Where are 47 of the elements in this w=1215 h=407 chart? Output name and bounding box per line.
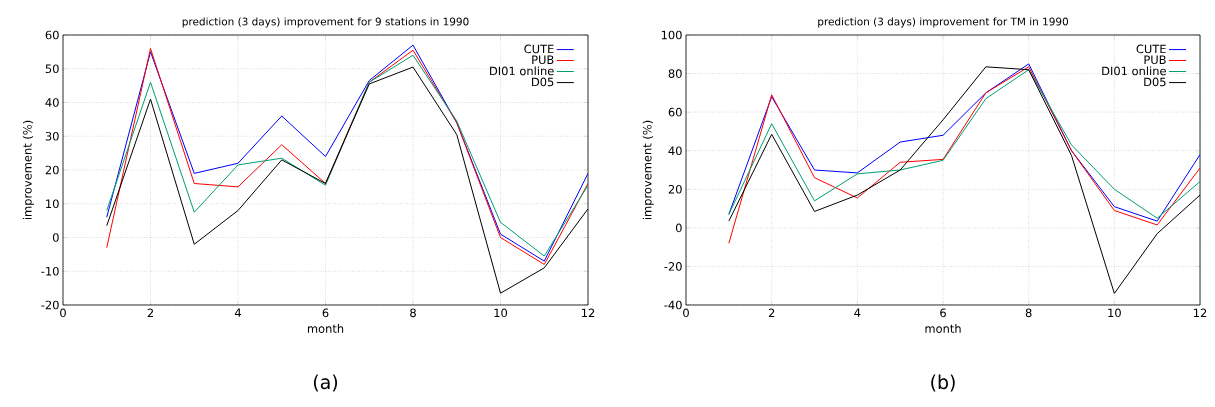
- y-tick-label: -20: [664, 262, 682, 271]
- y-tick-label: 0: [675, 223, 682, 233]
- text: (b): [931, 374, 955, 392]
- y-tick-label: 100: [661, 30, 682, 40]
- y-tick-label: 60: [45, 30, 59, 40]
- legend-label: CUTE: [1136, 44, 1166, 54]
- legend-label: PUB: [1144, 55, 1166, 65]
- x-tick-label: 10: [1108, 308, 1121, 318]
- chart-title: prediction (3 days) improvement for TM in 1990: [818, 17, 1069, 28]
- y-tick-label: 40: [45, 98, 59, 107]
- y-tick-label: 10: [46, 199, 59, 209]
- y-tick-label: -10: [41, 266, 59, 276]
- legend-label: D05: [532, 77, 554, 87]
- x-tick-label: 8: [1025, 308, 1032, 318]
- x-tick-label: 2: [768, 308, 775, 318]
- y-tick-label: 20: [45, 165, 59, 175]
- y-tick-label: -40: [664, 300, 682, 310]
- legend-label: CUTE: [524, 44, 554, 54]
- x-tick-label: 4: [234, 308, 241, 317]
- x-tick-label: 12: [1194, 308, 1207, 318]
- legend-label: DI01 online: [490, 66, 554, 76]
- y-axis-title: improvement (%): [642, 120, 654, 220]
- y-axis-title: improvement (%): [22, 120, 34, 220]
- legend-label: PUB: [532, 55, 554, 65]
- y-tick-label: 80: [668, 69, 682, 78]
- x-tick-label: 8: [410, 308, 416, 318]
- x-tick-label: 2: [147, 308, 153, 318]
- y-tick-label: 30: [45, 131, 59, 141]
- x-axis-title: month: [925, 324, 961, 333]
- x-tick-label: 0: [683, 308, 689, 318]
- legend-label: D05: [1144, 77, 1166, 87]
- y-tick-label: 0: [52, 233, 59, 242]
- y-tick-label: 40: [668, 146, 682, 156]
- legend-label: DI01 online: [1102, 66, 1166, 76]
- x-tick-label: 6: [940, 308, 946, 318]
- x-axis-title: month: [307, 324, 344, 333]
- x-tick-label: 4: [854, 308, 861, 317]
- text: (a): [313, 374, 338, 392]
- y-tick-label: 60: [668, 107, 682, 117]
- y-tick-label: -20: [41, 300, 59, 310]
- x-tick-label: 6: [322, 308, 329, 318]
- y-tick-label: 50: [45, 64, 59, 74]
- y-tick-label: 20: [668, 184, 682, 194]
- x-tick-label: 12: [581, 308, 595, 318]
- x-tick-label: 0: [60, 308, 66, 318]
- x-tick-label: 10: [494, 308, 508, 318]
- chart-title: prediction (3 days) improvement for 9 stations in 1990: [182, 17, 469, 28]
